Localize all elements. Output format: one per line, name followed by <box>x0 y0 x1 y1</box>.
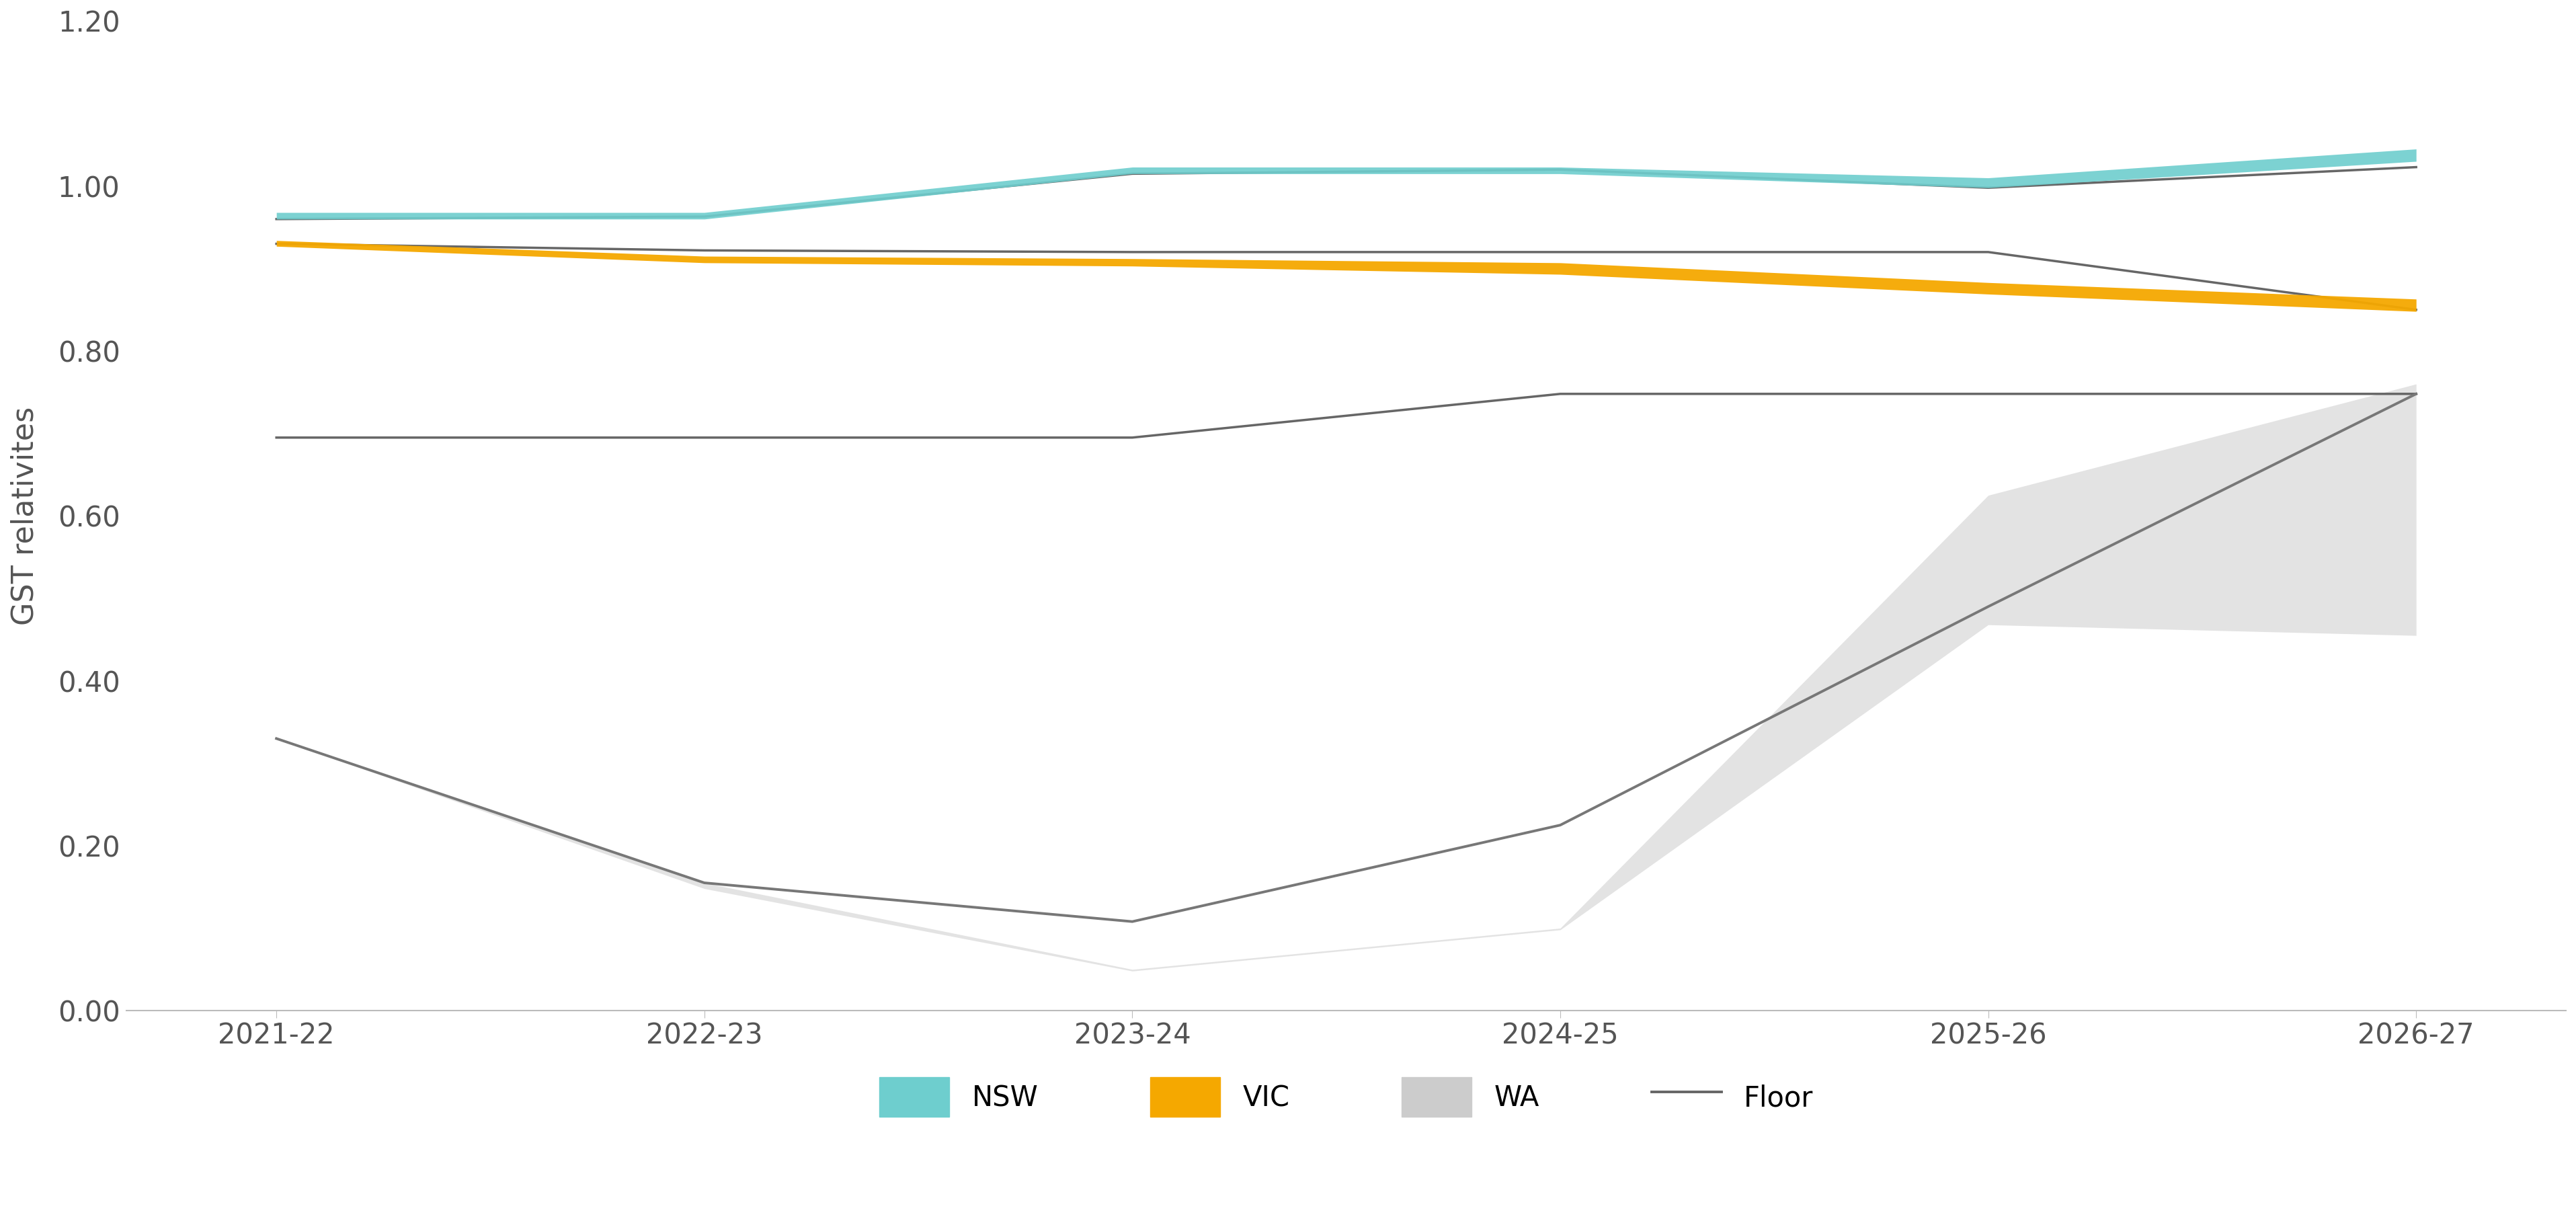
Legend: NSW, VIC, WA, Floor: NSW, VIC, WA, Floor <box>850 1049 1842 1145</box>
Y-axis label: GST relativites: GST relativites <box>10 407 39 625</box>
